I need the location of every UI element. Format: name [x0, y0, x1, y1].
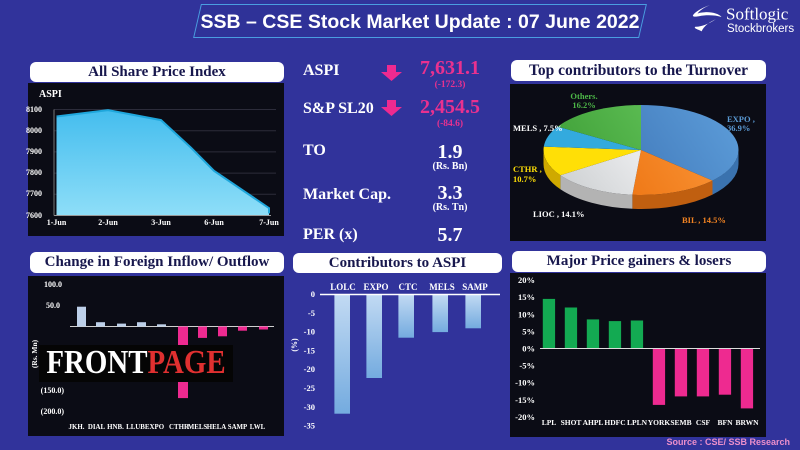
svg-text:BIL , 14.5%: BIL , 14.5% [682, 215, 726, 225]
svg-text:CSF: CSF [696, 418, 711, 427]
svg-text:-5%: -5% [519, 361, 535, 371]
svg-text:10%: 10% [518, 309, 535, 319]
svg-text:-5: -5 [308, 308, 315, 318]
svg-text:(200.0): (200.0) [41, 407, 65, 416]
svg-text:SAMP: SAMP [462, 282, 488, 292]
svg-text:7-Jun: 7-Jun [259, 218, 279, 227]
svg-text:-15: -15 [304, 345, 315, 355]
svg-text:LPL: LPL [542, 418, 557, 427]
svg-text:LWL: LWL [250, 424, 266, 431]
svg-text:HDFC: HDFC [604, 418, 625, 427]
svg-text:LIOC , 14.1%: LIOC , 14.1% [533, 209, 584, 219]
svg-text:SAMP: SAMP [228, 424, 248, 431]
svg-text:7800: 7800 [26, 168, 42, 177]
svg-text:Softlogic: Softlogic [726, 5, 789, 24]
svg-text:-10%: -10% [515, 378, 535, 388]
svg-text:JKH.: JKH. [69, 424, 85, 431]
svg-text:ASPI: ASPI [39, 89, 62, 100]
svg-text:15%: 15% [518, 292, 535, 302]
svg-text:BFN: BFN [718, 418, 734, 427]
svg-text:6-Jun: 6-Jun [204, 218, 224, 227]
svg-text:-10: -10 [304, 327, 315, 337]
svg-text:EXPO ,: EXPO , [727, 114, 755, 124]
svg-text:BRWN: BRWN [735, 418, 759, 427]
svg-text:MELS: MELS [429, 282, 455, 292]
svg-text:-30: -30 [304, 402, 315, 412]
svg-text:HNB.: HNB. [107, 424, 124, 431]
svg-text:7900: 7900 [26, 147, 42, 156]
svg-text:-35: -35 [304, 421, 315, 431]
svg-text:(150.0): (150.0) [41, 386, 65, 395]
svg-text:3-Jun: 3-Jun [151, 218, 171, 227]
svg-text:EXPO: EXPO [145, 424, 165, 431]
svg-text:-20: -20 [304, 364, 315, 374]
svg-text:SHOT: SHOT [561, 418, 582, 427]
svg-text:SEMB: SEMB [670, 418, 691, 427]
svg-text:-20%: -20% [515, 412, 535, 422]
svg-text:7700: 7700 [26, 189, 42, 198]
svg-text:0: 0 [311, 289, 315, 299]
svg-text:50.0: 50.0 [46, 301, 60, 310]
svg-text:5%: 5% [522, 326, 535, 336]
svg-text:HELA: HELA [207, 424, 227, 431]
svg-text:DIAL: DIAL [88, 424, 106, 431]
svg-text:36.9%: 36.9% [727, 123, 750, 133]
svg-text:MELS , 7.5%: MELS , 7.5% [513, 123, 563, 133]
svg-text:MELS: MELS [188, 424, 208, 431]
svg-text:20%: 20% [518, 275, 535, 285]
svg-text:CTC: CTC [398, 282, 417, 292]
svg-text:8100: 8100 [26, 105, 42, 114]
svg-text:YORK: YORK [648, 418, 671, 427]
svg-text:LOLC: LOLC [330, 282, 356, 292]
svg-text:Others.: Others. [570, 91, 597, 101]
svg-text:LLUB: LLUB [126, 424, 145, 431]
svg-text:CTHR: CTHR [169, 424, 190, 431]
svg-text:CTHR ,: CTHR , [513, 164, 542, 174]
svg-text:100.0: 100.0 [44, 280, 62, 289]
svg-text:1-Jun: 1-Jun [47, 218, 67, 227]
svg-text:(%): (%) [290, 338, 299, 352]
svg-text:10.7%: 10.7% [513, 174, 536, 184]
svg-text:16.2%: 16.2% [572, 100, 595, 110]
svg-text:AHPL: AHPL [583, 418, 604, 427]
svg-text:LPLN: LPLN [627, 418, 648, 427]
svg-text:-15%: -15% [515, 395, 535, 405]
svg-text:7600: 7600 [26, 211, 42, 220]
svg-text:(Rs. Mn): (Rs. Mn) [30, 339, 39, 368]
svg-text:EXPO: EXPO [363, 282, 388, 292]
svg-text:-25: -25 [304, 383, 315, 393]
svg-text:2-Jun: 2-Jun [98, 218, 118, 227]
svg-text:0%: 0% [522, 344, 535, 354]
svg-text:8000: 8000 [26, 126, 42, 135]
svg-text:Stockbrokers: Stockbrokers [727, 23, 794, 35]
